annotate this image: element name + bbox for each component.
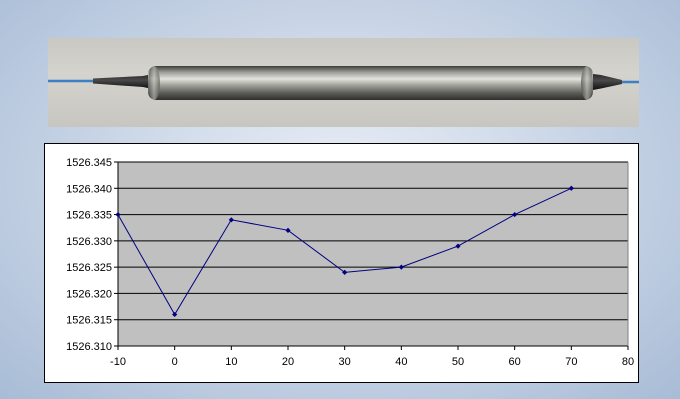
y-tick-label-0: 1526.310 — [66, 341, 112, 353]
x-tick-label-8: 70 — [565, 356, 577, 368]
left-fiber-boot — [93, 74, 150, 89]
x-tick-label-3: 20 — [282, 356, 294, 368]
line-chart: 1526.310 1526.315 1526.320 1526.325 1526.330… — [66, 157, 634, 368]
data-point-6 — [455, 243, 461, 249]
x-tick-label-1: 0 — [172, 356, 178, 368]
x-tick-label-5: 40 — [395, 356, 407, 368]
y-tick-label-3: 1526.325 — [66, 262, 112, 274]
y-axis-tick-labels: 1526.310 1526.315 1526.320 1526.325 1526.330… — [66, 157, 112, 353]
wavelength-temperature-chart: 1526.310 1526.315 1526.320 1526.325 1526.330… — [44, 143, 639, 383]
fiber-component-photo — [48, 38, 639, 127]
plot-area — [118, 162, 628, 346]
x-tick-label-9: 80 — [622, 356, 634, 368]
right-end-cap — [581, 66, 593, 100]
data-point-7 — [512, 211, 518, 218]
data-point-2 — [228, 217, 234, 223]
x-axis-tick-labels: -10 0 10 20 30 40 50 60 70 80 — [110, 356, 634, 368]
x-tick-label-7: 60 — [509, 356, 521, 368]
x-tick-label-6: 50 — [452, 356, 464, 368]
steel-tube — [148, 66, 593, 100]
data-point-8 — [568, 185, 574, 191]
y-tick-label-1: 1526.315 — [66, 315, 112, 327]
x-tick-label-4: 30 — [339, 356, 351, 368]
data-point-3 — [285, 227, 291, 233]
x-tick-label-0: -10 — [110, 356, 126, 368]
left-end-cap — [148, 66, 160, 100]
axes — [114, 161, 629, 350]
y-tick-label-6: 1526.340 — [66, 183, 112, 195]
right-fiber-boot — [593, 74, 622, 90]
y-tick-label-4: 1526.330 — [66, 236, 112, 248]
y-tick-label-5: 1526.335 — [66, 210, 112, 222]
fiber-component-illustration — [48, 66, 639, 100]
y-tick-label-7: 1526.345 — [66, 157, 112, 169]
x-tick-label-2: 10 — [225, 356, 237, 368]
data-point-1 — [172, 311, 178, 318]
y-tick-label-2: 1526.320 — [66, 288, 112, 300]
